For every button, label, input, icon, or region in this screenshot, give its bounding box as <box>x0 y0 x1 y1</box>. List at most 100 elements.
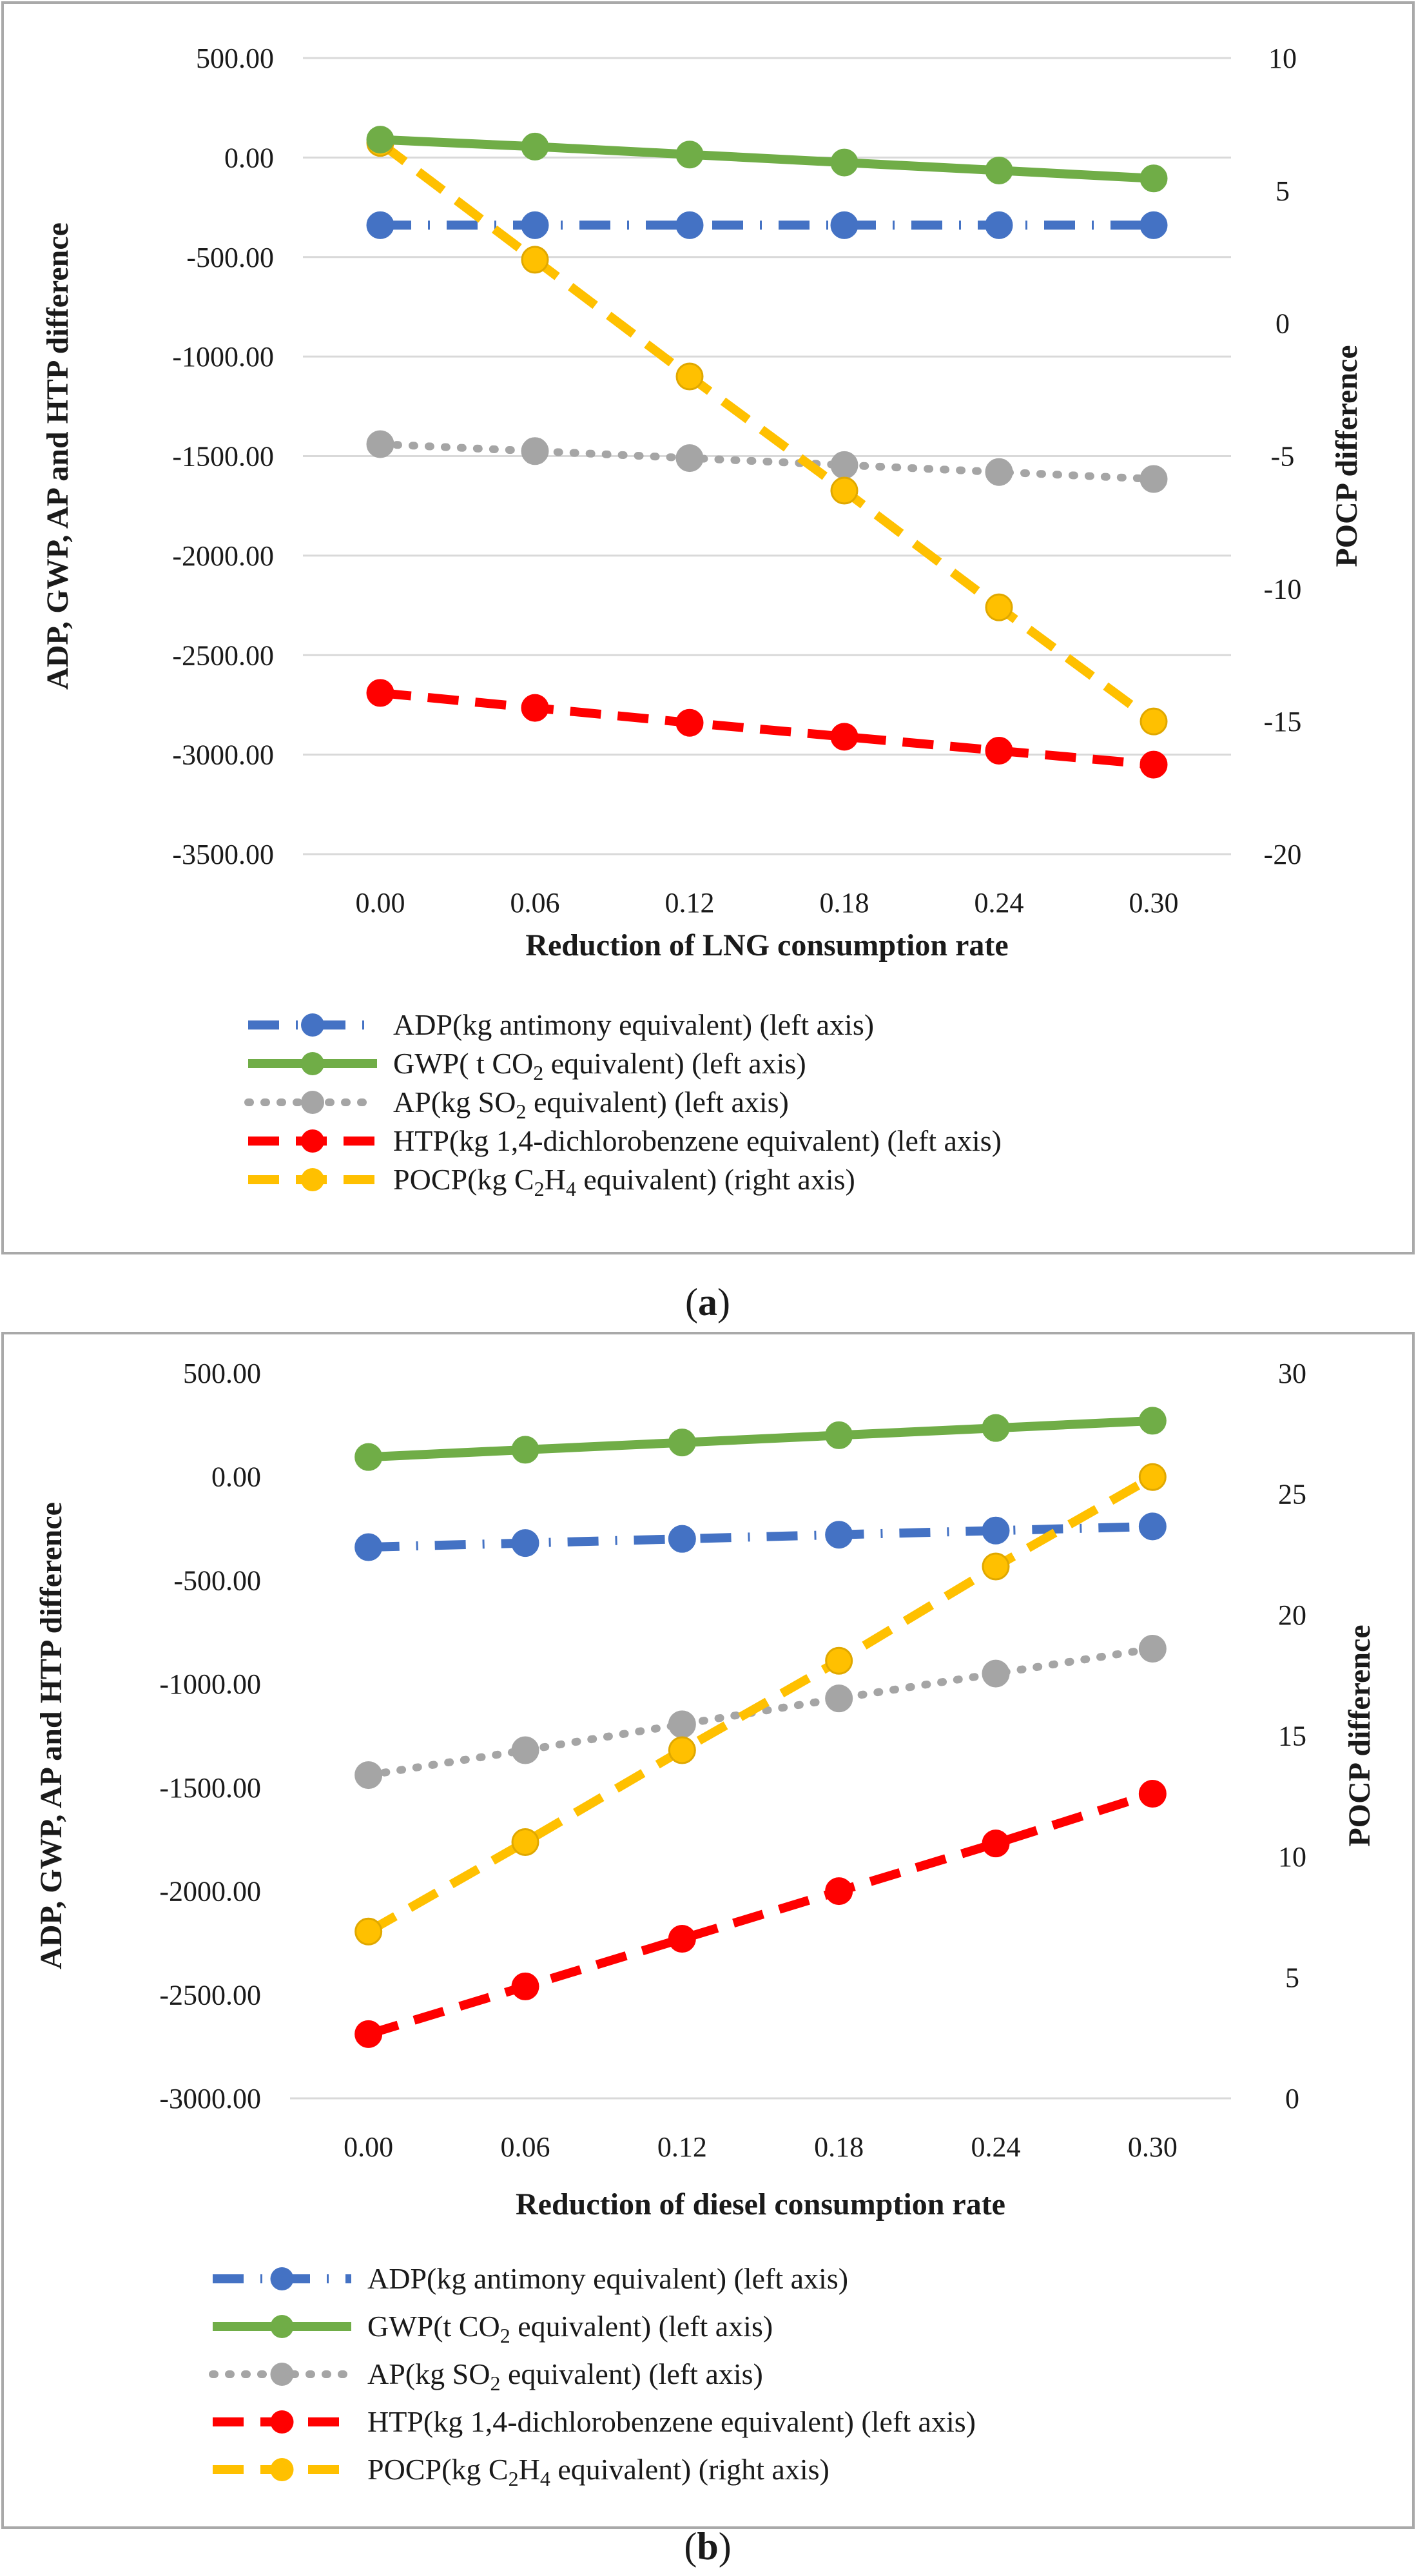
panel-a-legend-gwp-label: GWP( t CO2 equivalent) (left axis) <box>393 1047 806 1084</box>
panel-a-ap-point <box>1140 465 1168 493</box>
panel-a-gwp-point <box>521 132 549 161</box>
panel-a-legend-pocp-text-part: H <box>545 1163 566 1196</box>
panel-a-x-tick-label: 0.00 <box>356 887 405 919</box>
panel-a-x-tick-label: 0.18 <box>820 887 869 919</box>
panel-a-right-tick-label: -15 <box>1264 706 1302 737</box>
panel-b-right-tick-label: 30 <box>1278 1358 1306 1389</box>
panel-b-right-tick-label: 25 <box>1278 1479 1306 1510</box>
panel-a-adp-point <box>1140 211 1168 239</box>
panel-a-left-tick-label: -2500.00 <box>172 639 274 671</box>
panel-b-legend-ap-text-part: equivalent) (left axis) <box>500 2357 762 2390</box>
panel-b-legend-adp-text-part: ADP(kg antimony equivalent) (left axis) <box>367 2262 848 2295</box>
panel-b-gwp-series-line <box>368 1416 1153 1462</box>
panel-a-pocp-point <box>521 246 549 274</box>
panel-a-left-axis-title: ADP, GWP, AP and HTP difference <box>41 222 75 690</box>
panel-b-ap-point <box>354 1761 383 1790</box>
panel-a-legend-gwp-text-part: GWP( t CO <box>393 1047 533 1080</box>
panel-b-legend-gwp-text-part: GWP(t CO <box>367 2310 500 2343</box>
panel-a-legend-htp-text-part: HTP(kg 1,4-dichlorobenzene equivalent) (… <box>393 1124 1002 1157</box>
panel-a-legend-ap-label: AP(kg SO2 equivalent) (left axis) <box>393 1086 789 1123</box>
panel-b-left-tick-label: 0.00 <box>211 1461 261 1493</box>
panel-a-adp-point <box>366 211 394 239</box>
panel-b-legend-ap-label: AP(kg SO2 equivalent) (left axis) <box>367 2357 763 2395</box>
panel-a-ap-point <box>675 444 704 473</box>
panel-b-left-tick-label: -3000.00 <box>159 2083 261 2114</box>
panel-b-gwp-point <box>511 1436 539 1464</box>
panel-a-legend-ap-text-part: AP(kg SO <box>393 1086 516 1118</box>
panel-a-gwp-point <box>830 148 858 177</box>
panel-a-ap-point <box>366 430 394 458</box>
panel-a-legend-ap-subscript: 2 <box>516 1100 526 1123</box>
panel-a-caption: (a) <box>685 1281 730 1323</box>
panel-b-legend-pocp-text-part: equivalent) (right axis) <box>550 2453 829 2486</box>
panel-a-x-axis-title: Reduction of LNG consumption rate <box>525 928 1008 962</box>
panel-a-x-tick-label: 0.24 <box>975 887 1024 919</box>
panel-b-legend-gwp-text-part: equivalent) (left axis) <box>510 2310 773 2343</box>
panel-a-legend-adp-marker <box>301 1013 324 1037</box>
panel-b-x-tick-label: 0.00 <box>344 2131 393 2163</box>
panel-a-pocp-point <box>830 476 858 505</box>
panel-b-ap-point <box>668 1710 696 1739</box>
panel-b-adp-point <box>982 1516 1010 1545</box>
panel-b-pocp-point <box>354 1917 383 1946</box>
panel-b-left-tick-label: -2000.00 <box>159 1876 261 1908</box>
panel-b-legend-pocp-text-part: POCP(kg C <box>367 2453 509 2486</box>
panel-a-legend-pocp-text-part: POCP(kg C <box>393 1163 534 1196</box>
panel-a-right-tick-label: -20 <box>1264 839 1302 870</box>
panel-b-legend-htp-marker <box>270 2410 294 2434</box>
panel-a-legend-adp-text-part: ADP(kg antimony equivalent) (left axis) <box>393 1008 874 1041</box>
panel-a-left-tick-label: -1000.00 <box>172 341 274 373</box>
panel-b-left-axis-title: ADP, GWP, AP and HTP difference <box>34 1502 68 1969</box>
panel-a-right-tick-label: -10 <box>1264 573 1302 605</box>
panel-b-htp-series-line <box>367 1789 1154 2039</box>
panel-a-left-tick-label: -2000.00 <box>172 540 274 572</box>
panel-a-htp-point <box>1140 750 1168 779</box>
panel-a-ap-point <box>830 451 858 479</box>
panel-b-caption: (b) <box>684 2525 731 2568</box>
panel-b-right-tick-label: 15 <box>1278 1721 1306 1752</box>
panel-b-frame <box>1 1332 1415 2529</box>
panel-a-gwp-series-line <box>380 135 1154 183</box>
panel-a-adp-point <box>675 211 704 239</box>
panel-b-ap-point <box>825 1684 853 1713</box>
panel-b-legend-gwp-subscript: 2 <box>500 2324 510 2347</box>
panel-a-pocp-point <box>1140 707 1168 736</box>
panel-a-htp-point <box>985 736 1013 765</box>
panel-a-left-tick-label: 500.00 <box>196 43 274 74</box>
panel-a-adp-point <box>521 211 549 239</box>
panel-b-legend-pocp-label: POCP(kg C2H4 equivalent) (right axis) <box>367 2453 829 2490</box>
panel-a-left-tick-label: -3500.00 <box>172 839 274 870</box>
panel-b-right-axis-title: POCP difference <box>1343 1625 1377 1846</box>
panel-b-gwp-point <box>982 1414 1010 1442</box>
panel-b-pocp-point <box>668 1736 696 1764</box>
panel-a-left-tick-label: -500.00 <box>186 242 274 273</box>
panel-b-legend-gwp-label: GWP(t CO2 equivalent) (left axis) <box>367 2310 773 2347</box>
panel-b-legend-gwp-marker <box>270 2315 294 2338</box>
panel-b-ap-point <box>511 1736 539 1764</box>
panel-a-pocp-point <box>985 593 1013 621</box>
panel-b-chart: 500.000.00-500.00-1000.00-1500.00-2000.0… <box>34 1358 1377 2490</box>
panel-b-adp-point <box>1138 1512 1167 1541</box>
panel-b-htp-point <box>1138 1780 1167 1808</box>
panel-b-legend-ap-marker <box>270 2363 294 2386</box>
panel-a-legend-pocp-text-part: equivalent) (right axis) <box>576 1163 855 1196</box>
panel-a-gwp-point <box>675 141 704 169</box>
panel-b-htp-point <box>825 1877 853 1906</box>
panel-b-legend-pocp-subscript: 4 <box>540 2467 550 2490</box>
panel-b-ap-point <box>1138 1635 1167 1663</box>
panel-a-gwp-point <box>985 156 1013 184</box>
panel-a-legend-pocp-subscript: 2 <box>534 1177 545 1200</box>
panel-b-left-tick-label: -2500.00 <box>159 1979 261 2011</box>
panel-b-htp-point <box>668 1925 696 1953</box>
panel-b-adp-point <box>511 1529 539 1557</box>
panel-b-legend-pocp-subscript: 2 <box>509 2467 519 2490</box>
panel-a-legend-pocp-label: POCP(kg C2H4 equivalent) (right axis) <box>393 1163 855 1200</box>
panel-b-x-axis-title: Reduction of diesel consumption rate <box>516 2187 1005 2221</box>
panel-a-gwp-point <box>1140 164 1168 193</box>
panel-a-left-tick-label: -1500.00 <box>172 441 274 473</box>
panel-b-left-tick-label: -1000.00 <box>159 1668 261 1700</box>
panel-b-right-tick-label: 0 <box>1285 2083 1299 2114</box>
panel-b-right-tick-label: 10 <box>1278 1841 1306 1873</box>
panel-a-htp-point <box>830 723 858 751</box>
